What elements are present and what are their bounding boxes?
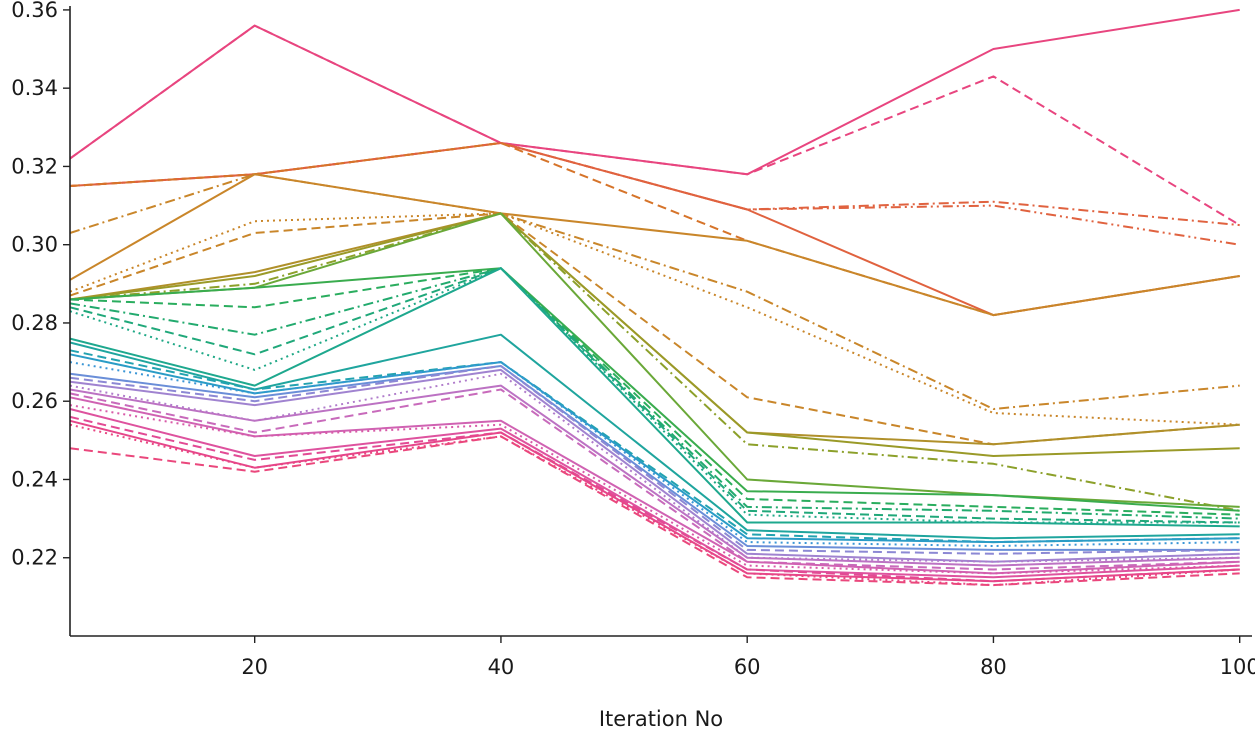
series-line-15: [69, 267, 1240, 512]
series-line-17: [69, 267, 1240, 520]
series-line-25: [69, 365, 1240, 551]
series-line-14: [69, 212, 1240, 508]
series-line-9: [69, 212, 1240, 426]
series-line-29: [69, 384, 1240, 567]
series-group: [69, 8, 1241, 587]
series-line-13: [69, 212, 1240, 512]
x-tick-label: 40: [488, 655, 515, 679]
y-tick-label: 0.36: [11, 0, 58, 22]
series-line-5: [69, 142, 1240, 246]
y-tick-label: 0.24: [11, 467, 58, 491]
x-axis-title: Iteration No: [599, 707, 723, 731]
y-tick-label: 0.32: [11, 154, 58, 178]
series-line-30: [69, 388, 1240, 571]
x-tick-label: 80: [980, 655, 1007, 679]
y-tick-label: 0.26: [11, 389, 58, 413]
series-line-35: [69, 419, 1240, 583]
series-line-7: [69, 173, 1240, 317]
series-line-26: [69, 365, 1240, 555]
series-line-24: [69, 361, 1240, 547]
series-line-32: [69, 404, 1240, 575]
series-line-20: [69, 267, 1240, 528]
x-tick-label: 100: [1220, 655, 1255, 679]
series-line-10: [69, 212, 1240, 446]
series-line-18: [69, 267, 1240, 524]
y-tick-label: 0.22: [11, 546, 58, 570]
series-line-23: [69, 353, 1240, 544]
x-axis-ticks: 20 40 60 80 100: [241, 636, 1255, 679]
series-line-2: [69, 24, 1241, 226]
series-line-34: [69, 415, 1240, 583]
series-line-1: [69, 8, 1240, 176]
series-line-37: [69, 435, 1240, 587]
series-line-8: [69, 173, 1240, 410]
x-tick-label: 20: [241, 655, 268, 679]
series-line-16: [69, 267, 1240, 516]
y-tick-label: 0.34: [11, 76, 58, 100]
y-tick-label: 0.28: [11, 311, 58, 335]
x-tick-label: 60: [734, 655, 761, 679]
y-axis-ticks: 0.22 0.24 0.26 0.28 0.30 0.32 0.34 0.36: [11, 0, 70, 570]
series-line-31: [69, 396, 1240, 575]
series-line-21: [69, 333, 1240, 540]
series-line-12: [69, 212, 1240, 457]
y-tick-label: 0.30: [11, 233, 58, 257]
series-line-33: [69, 408, 1240, 579]
